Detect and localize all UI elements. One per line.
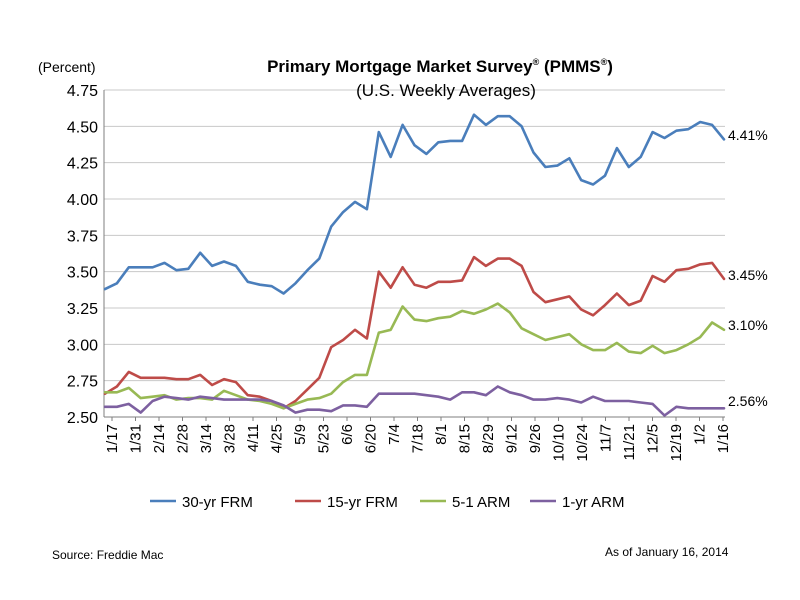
end-value-label: 3.45%	[728, 267, 768, 283]
x-tick-label: 2/28	[175, 424, 192, 453]
y-tick-label: 3.50	[67, 265, 98, 282]
x-tick-label: 5/9	[292, 424, 309, 445]
x-tick-label: 9/12	[504, 424, 521, 453]
registered-mark: ®	[533, 57, 540, 67]
chart-title-abbr: (PMMS	[539, 57, 600, 76]
chart-title-main: Primary Mortgage Market Survey	[267, 57, 533, 76]
chart-subtitle: (U.S. Weekly Averages)	[356, 81, 536, 100]
y-tick-label: 2.75	[67, 374, 98, 391]
x-tick-label: 1/17	[104, 424, 121, 453]
y-tick-label: 3.25	[67, 301, 98, 318]
y-tick-label: 3.75	[67, 228, 98, 245]
chart-title: Primary Mortgage Market Survey® (PMMS®)	[267, 57, 613, 76]
x-tick-label: 8/15	[457, 424, 474, 453]
end-value-label: 2.56%	[728, 393, 768, 409]
x-tick-label: 4/25	[269, 424, 286, 453]
x-tick-label: 10/10	[551, 424, 568, 462]
axes	[103, 90, 725, 421]
x-tick-label: 10/24	[574, 424, 591, 462]
x-tick-label: 1/31	[128, 424, 145, 453]
x-tick-label: 5/23	[316, 424, 333, 453]
x-tick-label: 4/11	[245, 424, 262, 452]
x-tick-label: 11/7	[598, 424, 615, 452]
end-value-label: 4.41%	[728, 127, 768, 143]
legend-label: 15-yr FRM	[327, 494, 398, 511]
legend-label: 30-yr FRM	[182, 494, 253, 511]
gridlines	[104, 89, 725, 382]
tick-labels: 2.50 2.75 3.00 3.25 3.50 3.75 4.00 4.25 4.50 4.75…	[67, 83, 768, 511]
y-tick-label: 4.25	[67, 156, 98, 173]
end-value-label: 3.10%	[728, 317, 768, 333]
source-note: Source: Freddie Mac	[52, 548, 163, 562]
x-tick-label: 6/20	[363, 424, 380, 453]
x-tick-label: 1/16	[715, 424, 732, 453]
x-tick-label: 2/14	[151, 424, 168, 453]
x-tick-label: 11/21	[621, 424, 638, 460]
series-line-15-yr-frm	[103, 255, 726, 410]
x-tick-label: 3/28	[222, 424, 239, 453]
y-tick-label: 4.00	[67, 192, 98, 209]
legend-label: 5-1 ARM	[452, 494, 510, 511]
plot-area	[103, 113, 726, 417]
registered-mark: ®	[601, 57, 608, 67]
y-tick-label: 3.00	[67, 337, 98, 354]
x-tick-label: 12/5	[645, 424, 662, 453]
x-tick-label: 8/29	[480, 424, 497, 453]
series-line-30-yr-frm	[103, 113, 726, 295]
as-of-note: As of January 16, 2014	[605, 545, 729, 559]
x-tick-label: 7/18	[410, 424, 427, 453]
legend-label: 1-yr ARM	[562, 494, 625, 511]
x-tick-label: 1/2	[692, 424, 709, 445]
series-line-1-yr-arm	[103, 385, 726, 417]
x-tick-label: 8/1	[433, 424, 450, 445]
y-axis-label: (Percent)	[38, 59, 96, 75]
x-tick-label: 9/26	[527, 424, 544, 453]
x-tick-label: 12/19	[668, 424, 685, 462]
y-tick-label: 2.50	[67, 410, 98, 427]
y-tick-label: 4.50	[67, 119, 98, 136]
x-tick-label: 3/14	[198, 424, 215, 453]
chart-title-close: )	[607, 57, 613, 76]
y-tick-label: 4.75	[67, 83, 98, 100]
x-tick-label: 7/4	[386, 424, 403, 445]
series-line-5-1-arm	[103, 302, 726, 410]
x-tick-label: 6/6	[339, 424, 356, 445]
